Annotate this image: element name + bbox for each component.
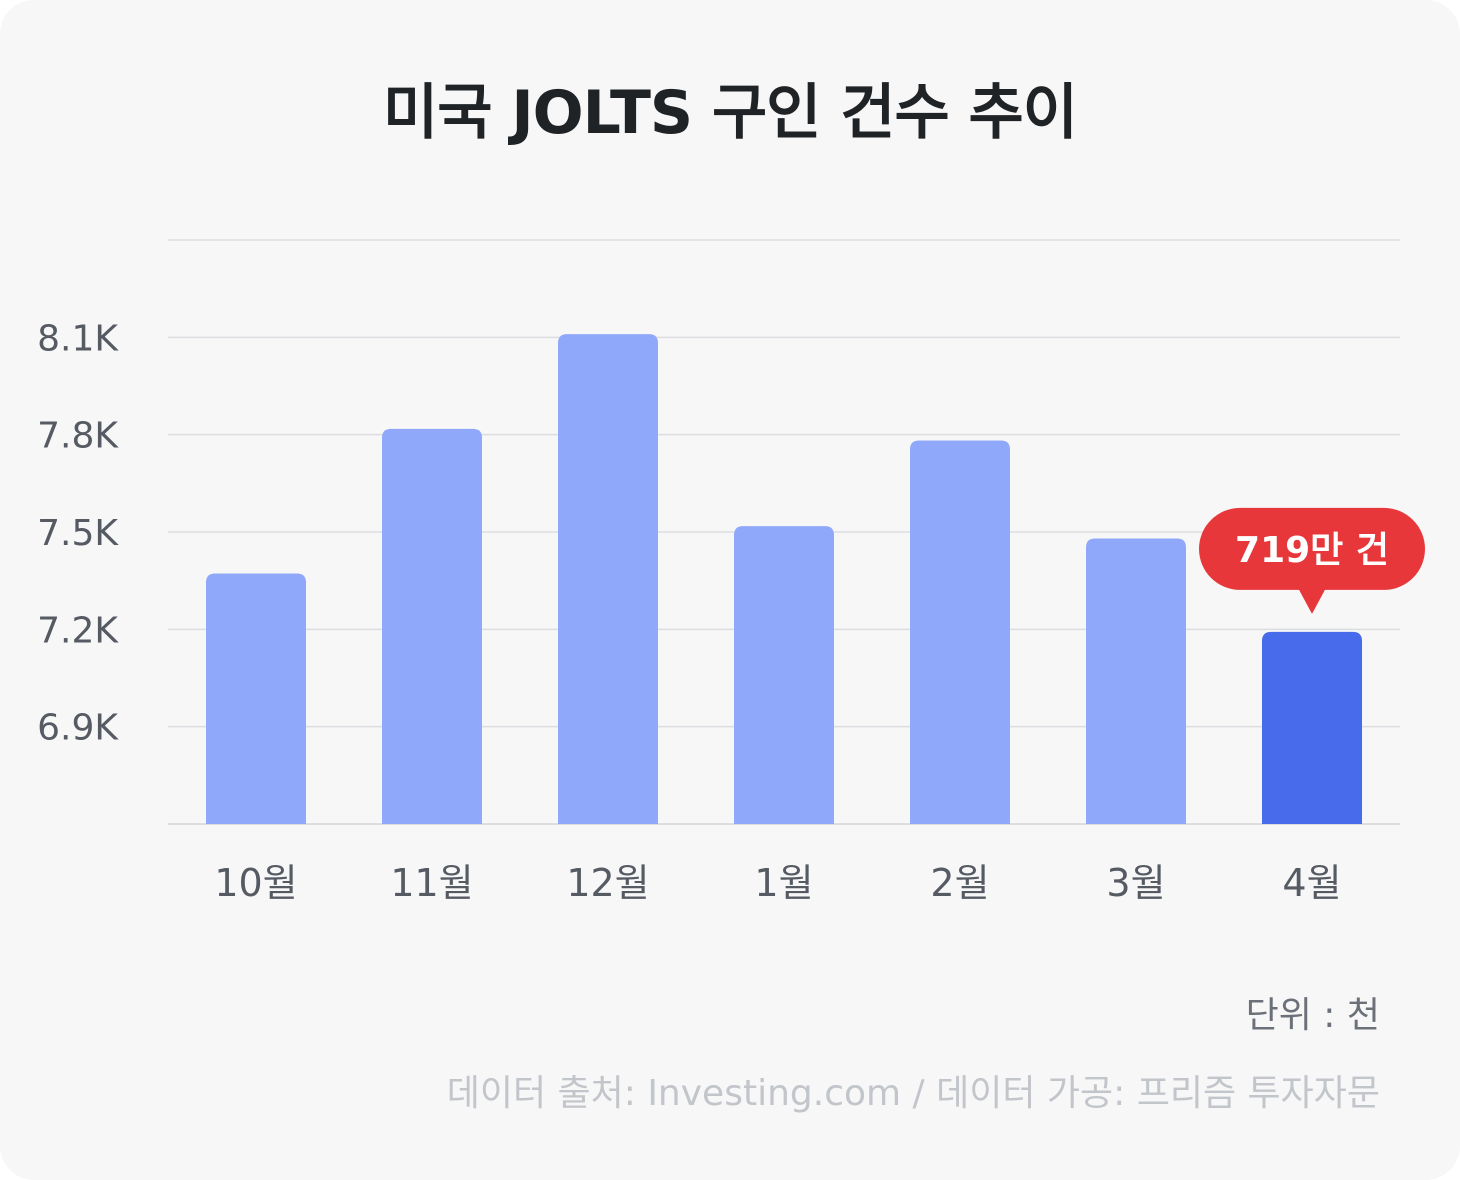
y-tick-label: 8.1K [37,318,119,359]
bar [1086,538,1186,824]
bar [206,573,306,824]
bar [910,440,1010,824]
bar [558,334,658,824]
y-tick-label: 7.2K [37,610,119,651]
callout-pointer [1298,587,1326,614]
bar [734,526,834,824]
x-tick-label: 2월 [930,861,989,905]
x-tick-label: 3월 [1106,861,1165,905]
callout-label: 719만 건 [1235,530,1389,571]
x-tick-label: 12월 [566,861,649,905]
bar-highlight [1262,631,1362,824]
bar [382,428,482,824]
unit-label: 단위 : 천 [1245,995,1380,1036]
x-tick-label: 1월 [754,861,813,905]
y-tick-label: 6.9K [37,708,119,749]
source-label: 데이터 출처: Investing.com / 데이터 가공: 프리즘 투자자문 [446,1073,1380,1114]
callout-bubble [1199,507,1425,590]
y-tick-label: 7.5K [37,513,119,554]
x-tick-label: 10월 [214,861,297,905]
chart-title: 미국 JOLTS 구인 건수 추이 [383,78,1078,148]
y-tick-label: 7.8K [37,416,119,457]
x-tick-label: 4월 [1282,861,1341,905]
x-tick-label: 11월 [390,861,473,905]
